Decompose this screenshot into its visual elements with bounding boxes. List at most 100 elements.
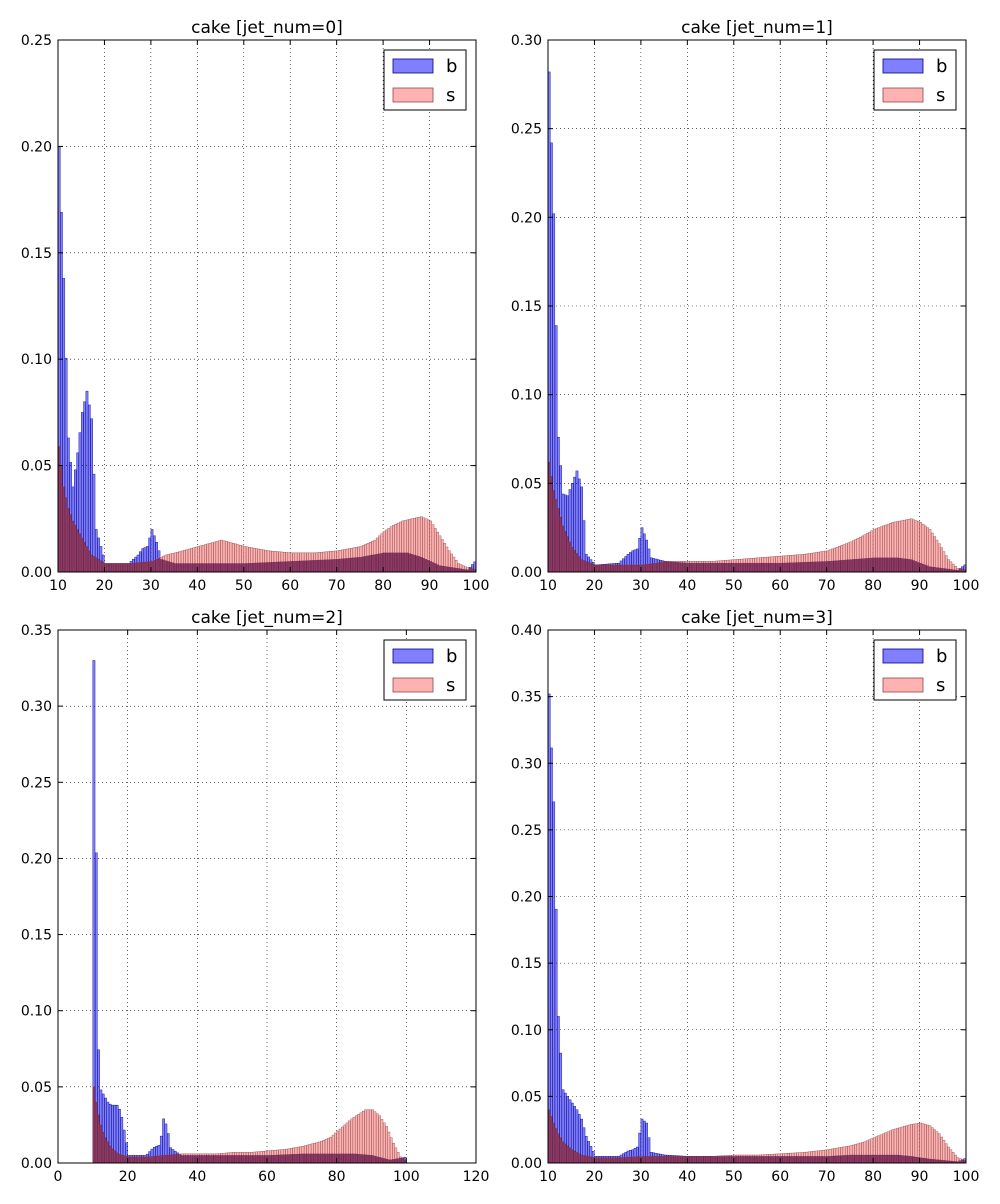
legend-label-b: b bbox=[936, 56, 947, 77]
bar-overlap bbox=[835, 1155, 839, 1163]
bar-overlap bbox=[376, 554, 379, 572]
bar-overlap bbox=[366, 1154, 370, 1163]
bar-overlap bbox=[633, 1156, 637, 1163]
x-tick-label: 20 bbox=[96, 578, 114, 594]
bar-overlap bbox=[364, 556, 367, 572]
bar-s bbox=[375, 1113, 379, 1163]
legend-swatch-b bbox=[392, 58, 434, 74]
bar-s bbox=[933, 1129, 936, 1163]
bar-overlap bbox=[95, 557, 98, 572]
bar-overlap bbox=[812, 1156, 815, 1163]
bar-overlap bbox=[947, 1160, 950, 1163]
bar-overlap bbox=[894, 1155, 897, 1163]
bar-overlap bbox=[211, 1155, 214, 1163]
bar-overlap bbox=[585, 561, 588, 572]
bar-overlap bbox=[733, 563, 736, 572]
y-tick-label: 0.15 bbox=[21, 928, 52, 944]
bar-overlap bbox=[875, 1155, 878, 1163]
bar-s bbox=[942, 1140, 946, 1163]
bar-overlap bbox=[847, 559, 850, 572]
bar-overlap bbox=[318, 1153, 321, 1163]
y-tick-label: 0.25 bbox=[21, 33, 52, 49]
bar-overlap bbox=[554, 1128, 558, 1163]
bar-overlap bbox=[924, 564, 927, 572]
bar-overlap bbox=[376, 1156, 379, 1163]
bar-overlap bbox=[92, 556, 96, 572]
bar-overlap bbox=[766, 563, 769, 572]
y-tick-label: 0.10 bbox=[511, 1023, 542, 1039]
bar-overlap bbox=[218, 563, 221, 572]
legend-label-b: b bbox=[936, 646, 947, 667]
bar-overlap bbox=[914, 1157, 918, 1163]
bar-overlap bbox=[940, 568, 943, 572]
bar-overlap bbox=[715, 1156, 718, 1163]
bar-overlap bbox=[849, 1155, 853, 1163]
bar-overlap bbox=[276, 1154, 279, 1163]
bar-overlap bbox=[903, 558, 906, 572]
bar-overlap bbox=[564, 1143, 567, 1163]
bar-overlap bbox=[898, 558, 901, 572]
bar-b bbox=[85, 390, 89, 572]
x-tick-label: 20 bbox=[586, 1169, 604, 1185]
bar-overlap bbox=[884, 1155, 887, 1163]
bar-overlap bbox=[942, 568, 945, 572]
bar-overlap bbox=[919, 1157, 922, 1163]
bar-overlap bbox=[294, 561, 298, 572]
bar-overlap bbox=[134, 562, 137, 572]
bar-overlap bbox=[831, 561, 834, 572]
bar-overlap bbox=[617, 1157, 620, 1163]
bar-overlap bbox=[97, 559, 100, 572]
bar-s bbox=[373, 1111, 377, 1163]
bar-overlap bbox=[817, 561, 820, 572]
bar-overlap bbox=[703, 563, 706, 572]
bar-overlap bbox=[868, 1155, 871, 1163]
bar-overlap bbox=[617, 564, 620, 572]
bar-overlap bbox=[399, 552, 402, 572]
bar-overlap bbox=[220, 563, 223, 572]
bar-overlap bbox=[181, 1155, 184, 1163]
bar-overlap bbox=[759, 1156, 762, 1163]
bar-overlap bbox=[88, 550, 91, 572]
bar-overlap bbox=[336, 1153, 339, 1163]
bar-overlap bbox=[292, 1154, 295, 1163]
bar-overlap bbox=[285, 561, 288, 572]
x-tick-label: 80 bbox=[864, 1169, 882, 1185]
bar-overlap bbox=[390, 1159, 393, 1163]
bar-overlap bbox=[940, 1160, 943, 1163]
bar-overlap bbox=[661, 1156, 664, 1163]
bar-overlap bbox=[845, 559, 848, 572]
y-tick-label: 0.10 bbox=[511, 388, 542, 404]
bar-overlap bbox=[225, 1155, 228, 1163]
bar-overlap bbox=[343, 1153, 346, 1163]
bar-overlap bbox=[95, 1102, 98, 1163]
bar-overlap bbox=[752, 563, 755, 572]
bars bbox=[548, 693, 966, 1163]
bar-overlap bbox=[253, 563, 256, 572]
chart-title: cake [jet_num=3] bbox=[681, 608, 833, 628]
bar-overlap bbox=[705, 1156, 709, 1163]
bar-overlap bbox=[550, 476, 553, 572]
bar-overlap bbox=[378, 1157, 381, 1163]
legend: bs bbox=[383, 49, 467, 111]
legend-swatch-s bbox=[392, 677, 434, 693]
bar-overlap bbox=[640, 564, 644, 572]
bar-overlap bbox=[822, 1156, 825, 1163]
bar-overlap bbox=[722, 1156, 725, 1163]
bar-overlap bbox=[204, 563, 207, 572]
bar-overlap bbox=[83, 542, 86, 572]
bar-overlap bbox=[880, 1155, 883, 1163]
y-tick-label: 0.35 bbox=[511, 690, 542, 706]
bar-overlap bbox=[889, 557, 892, 572]
bar-overlap bbox=[917, 562, 920, 572]
bar-overlap bbox=[417, 556, 421, 572]
bar-overlap bbox=[777, 563, 781, 572]
bar-overlap bbox=[752, 1156, 755, 1163]
bar-overlap bbox=[784, 562, 788, 572]
bar-overlap bbox=[826, 1156, 829, 1163]
bar-overlap bbox=[260, 562, 263, 572]
bar-overlap bbox=[822, 561, 825, 572]
subplot-1: 10 20 30 40 50 60 70 80 90 100 0.00 0.05 0.10 0.15 0.2… bbox=[511, 18, 980, 594]
legend-label-b: b bbox=[446, 646, 457, 667]
bar-overlap bbox=[643, 564, 646, 572]
bar-overlap bbox=[329, 1153, 332, 1163]
